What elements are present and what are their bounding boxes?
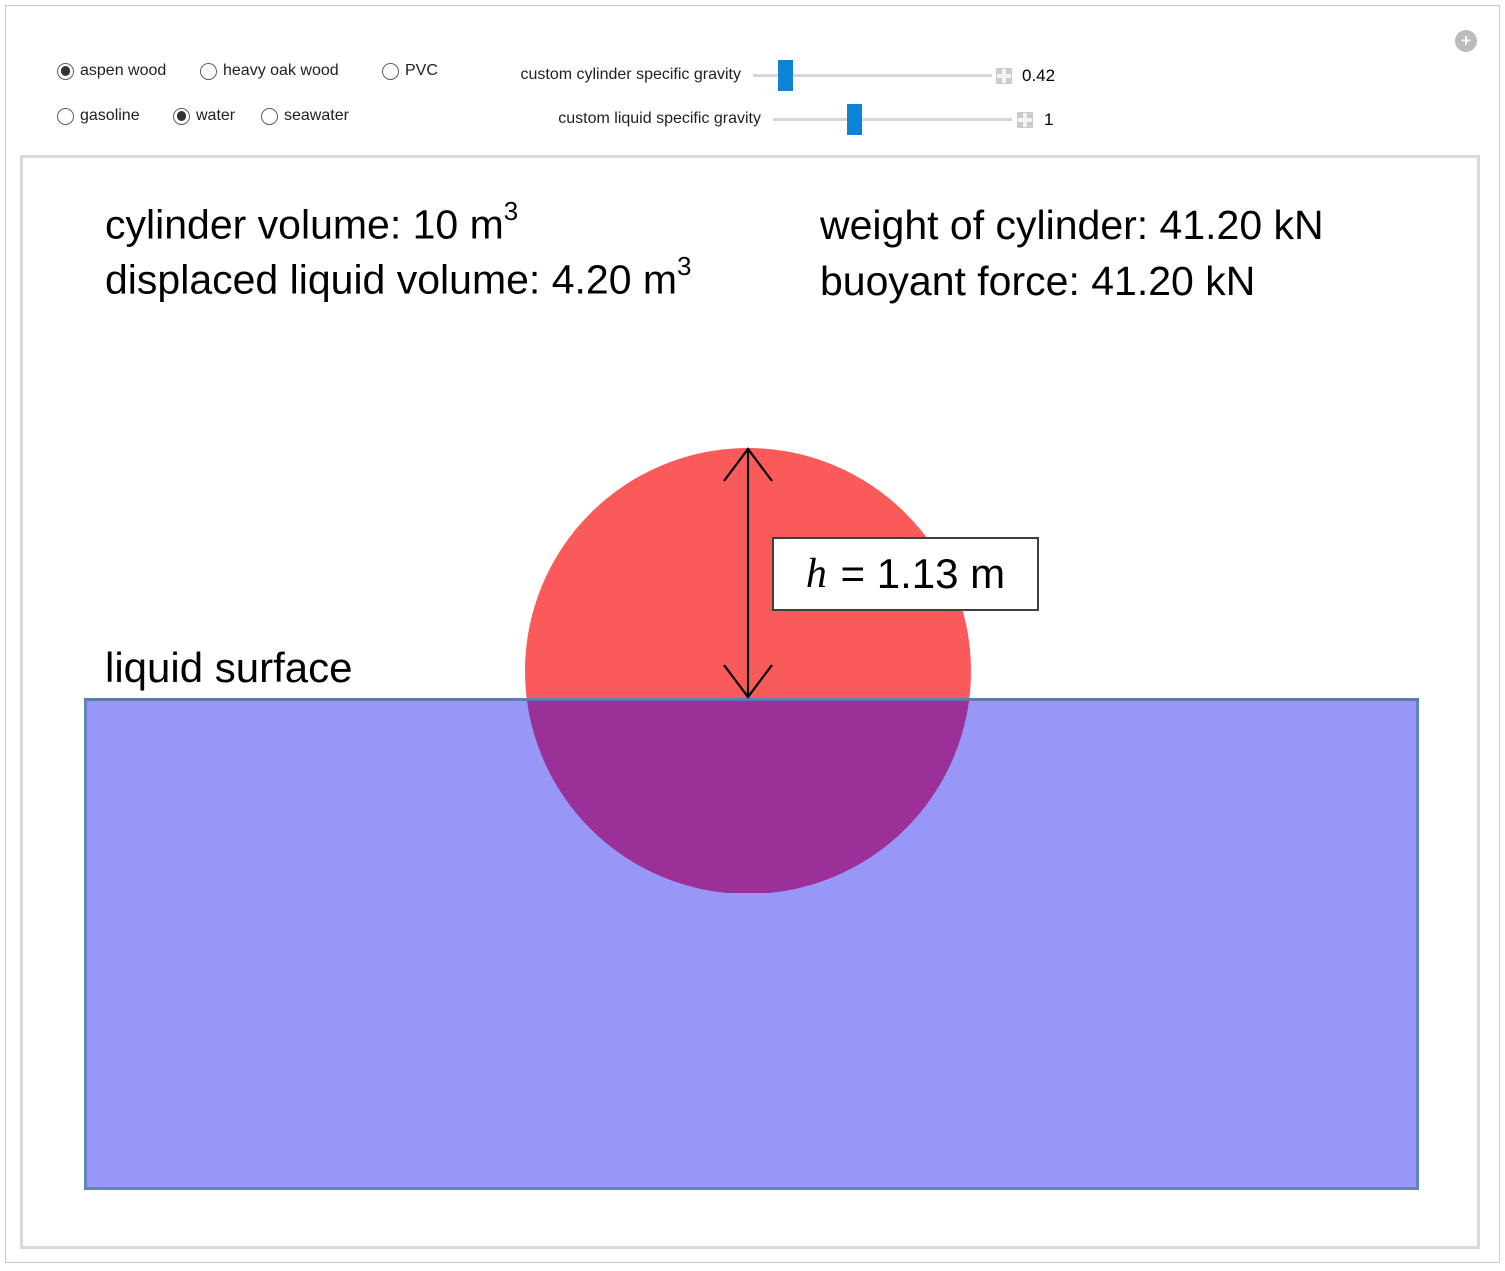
slider-expand-icon[interactable]: [1017, 112, 1033, 128]
slider-track[interactable]: [773, 118, 1012, 121]
radio-button-icon[interactable]: [382, 62, 399, 80]
radio-label[interactable]: heavy oak wood: [223, 62, 339, 79]
buoyant-force-readout: buoyant force: 41.20 kN: [820, 258, 1256, 304]
radio-seawater[interactable]: seawater: [261, 107, 349, 125]
radio-label[interactable]: seawater: [284, 107, 349, 124]
radio-label[interactable]: PVC: [405, 62, 438, 79]
radio-water[interactable]: water: [173, 107, 235, 125]
cylinder-gravity-slider[interactable]: [753, 60, 992, 91]
radio-gasoline[interactable]: gasoline: [57, 107, 140, 125]
radio-label[interactable]: water: [196, 107, 236, 124]
radio-aspen-wood[interactable]: aspen wood: [57, 62, 166, 80]
cylinder-slider-label: custom cylinder specific gravity: [520, 66, 741, 83]
superscript: 3: [677, 251, 692, 281]
liquid-surface-line: [84, 698, 1419, 701]
liquid-slider-label: custom liquid specific gravity: [558, 110, 761, 127]
show-controls-button[interactable]: +: [1455, 30, 1477, 52]
slider-thumb[interactable]: [847, 104, 862, 135]
superscript: 3: [503, 196, 519, 226]
radio-label[interactable]: gasoline: [80, 107, 140, 124]
readout-text: displaced liquid volume: 4.20 m: [105, 256, 678, 303]
height-variable: h: [805, 551, 827, 597]
slider-track[interactable]: [753, 74, 992, 77]
radio-label[interactable]: aspen wood: [80, 62, 167, 79]
radio-pvc[interactable]: PVC: [382, 62, 438, 80]
plus-icon: +: [1461, 31, 1471, 50]
cylinder-submerged-part: [525, 700, 971, 893]
readout-text: cylinder volume: 10 m: [105, 201, 504, 248]
height-arrow: [723, 447, 773, 699]
slider-thumb[interactable]: [778, 60, 793, 91]
cylinder-volume-readout: cylinder volume: 10 m3: [105, 196, 518, 249]
displaced-volume-readout: displaced liquid volume: 4.20 m3: [105, 251, 692, 304]
cylinder-slider-value: 0.42: [1022, 66, 1056, 85]
radio-button-icon[interactable]: [57, 62, 74, 80]
liquid-gravity-slider[interactable]: [773, 104, 1012, 135]
height-label-box: h = 1.13 m: [772, 537, 1039, 611]
radio-button-icon[interactable]: [261, 107, 278, 125]
radio-button-icon[interactable]: [57, 107, 74, 125]
weight-readout: weight of cylinder: 41.20 kN: [820, 202, 1324, 248]
radio-button-icon[interactable]: [200, 62, 217, 80]
slider-expand-icon[interactable]: [996, 68, 1012, 84]
liquid-slider-value: 1: [1044, 110, 1054, 129]
liquid-surface-label: liquid surface: [105, 644, 353, 691]
height-value: = 1.13 m: [828, 550, 1006, 597]
cylinder-disk: [525, 700, 971, 893]
radio-heavy-oak-wood[interactable]: heavy oak wood: [200, 62, 339, 80]
radio-button-icon[interactable]: [173, 107, 190, 125]
